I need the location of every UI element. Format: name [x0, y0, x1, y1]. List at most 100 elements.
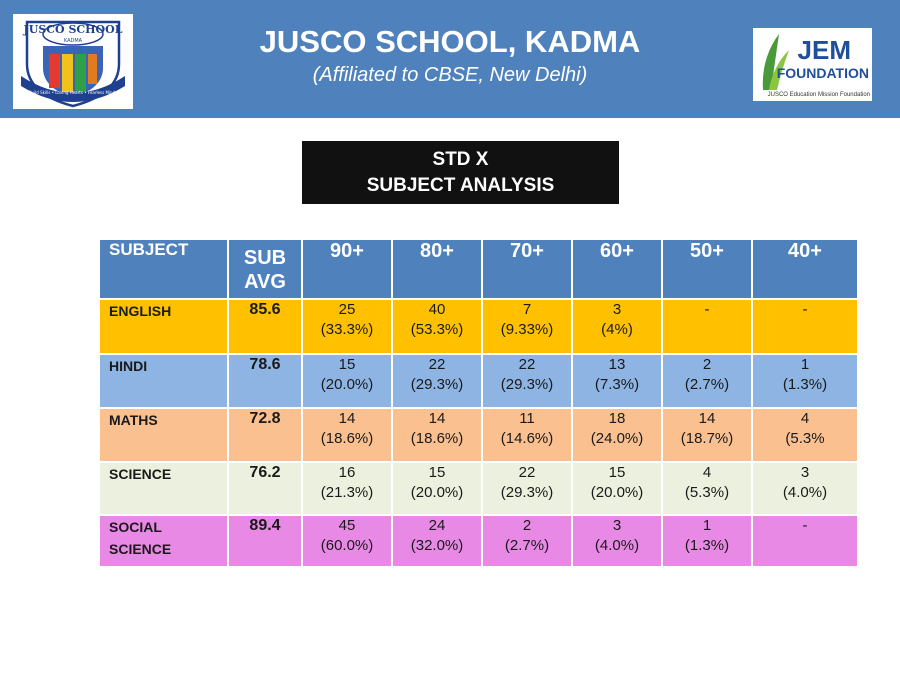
row-subject-line1: SOCIAL [109, 519, 162, 535]
cell-count: 40 [428, 301, 446, 318]
row-subject: ENGLISH [98, 298, 229, 355]
header-sub-avg: SUB AVG [227, 238, 303, 300]
cell-count: 2 [522, 517, 532, 534]
cell-pct: (53.3%) [410, 321, 464, 338]
row-subject: HINDI [98, 353, 229, 409]
cell-pct: (24.0%) [590, 430, 644, 447]
cell-count: 22 [518, 356, 536, 373]
cell-80: 22 (29.3%) [391, 353, 483, 409]
school-title: JUSCO SCHOOL, KADMA [259, 24, 641, 59]
subject-analysis-table: SUBJECT SUB AVG 90+ 80+ 70+ 60+ 50+ 40+ E… [98, 238, 859, 568]
cell-count: 22 [428, 356, 446, 373]
cell-40: - [751, 514, 859, 568]
cell-pct: (4%) [601, 321, 633, 338]
cell-70: 2 (2.7%) [481, 514, 573, 568]
cell-pct: (5.3% [785, 430, 825, 447]
row-avg: 76.2 [227, 461, 303, 516]
cell-90: 14 (18.6%) [301, 407, 393, 463]
cell-count: 14 [338, 410, 356, 427]
cell-count: 14 [428, 410, 446, 427]
row-avg: 85.6 [227, 298, 303, 355]
cell-60: 15 (20.0%) [571, 461, 663, 516]
cell-count: 3 [612, 301, 622, 318]
std-banner: STD X SUBJECT ANALYSIS [302, 141, 619, 204]
cell-40: 1 (1.3%) [751, 353, 859, 409]
cell-50: 1 (1.3%) [661, 514, 753, 568]
cell-pct: (33.3%) [320, 321, 374, 338]
cell-count: 45 [338, 517, 356, 534]
cell-60: 18 (24.0%) [571, 407, 663, 463]
header-avg-line1: SUB [243, 247, 287, 269]
cell-pct: (29.3%) [500, 484, 554, 501]
cell-pct: (21.3%) [320, 484, 374, 501]
cell-count: 25 [338, 301, 356, 318]
cell-90: 16 (21.3%) [301, 461, 393, 516]
cell-count: 2 [702, 356, 712, 373]
header-bar: JUSCO SCHOOL KADMA Build Skills • Loving… [0, 0, 900, 118]
header-avg-line2: AVG [244, 271, 286, 293]
cell-pct: (18.7%) [680, 430, 734, 447]
cell-50: 4 (5.3%) [661, 461, 753, 516]
cell-50: 2 (2.7%) [661, 353, 753, 409]
cell-pct: (20.0%) [410, 484, 464, 501]
cell-80: 15 (20.0%) [391, 461, 483, 516]
banner-line-1: STD X [432, 149, 489, 170]
row-avg: 78.6 [227, 353, 303, 409]
row-avg: 72.8 [227, 407, 303, 463]
cell-pct: (4.0%) [782, 484, 828, 501]
cell-pct: (60.0%) [320, 537, 374, 554]
header-40: 40+ [751, 238, 859, 300]
cell-90: 25 (33.3%) [301, 298, 393, 355]
cell-count: 3 [612, 517, 622, 534]
header-80: 80+ [391, 238, 483, 300]
cell-50: - [661, 298, 753, 355]
cell-pct: (7.3%) [594, 376, 640, 393]
cell-pct: (5.3%) [684, 484, 730, 501]
header-subject: SUBJECT [98, 238, 229, 300]
cell-count: 3 [800, 464, 810, 481]
cell-60: 3 (4%) [571, 298, 663, 355]
cell-count: 13 [608, 356, 626, 373]
cell-pct: (18.6%) [320, 430, 374, 447]
table-row: SCIENCE 76.2 16 (21.3%) 15 (20.0%) 22 (29.3… [98, 461, 859, 516]
cell-pct: (20.0%) [590, 484, 644, 501]
table-row: MATHS 72.8 14 (18.6%) 14 (18.6%) 11 (14.6%)… [98, 407, 859, 463]
cell-80: 24 (32.0%) [391, 514, 483, 568]
cell-40: 3 (4.0%) [751, 461, 859, 516]
cell-pct: (2.7%) [684, 376, 730, 393]
table-row: HINDI 78.6 15 (20.0%) 22 (29.3%) 22 (29.3%)… [98, 353, 859, 409]
cell-pct: (1.3%) [782, 376, 828, 393]
cell-count: 24 [428, 517, 446, 534]
cell-pct: (29.3%) [410, 376, 464, 393]
cell-pct: (9.33%) [500, 321, 554, 338]
cell-pct: (29.3%) [500, 376, 554, 393]
cell-pct: (20.0%) [320, 376, 374, 393]
header-60: 60+ [571, 238, 663, 300]
cell-90: 45 (60.0%) [301, 514, 393, 568]
cell-80: 40 (53.3%) [391, 298, 483, 355]
cell-60: 3 (4.0%) [571, 514, 663, 568]
header-90: 90+ [301, 238, 393, 300]
cell-count: 22 [518, 464, 536, 481]
cell-count: 15 [608, 464, 626, 481]
cell-count: 18 [608, 410, 626, 427]
logo-school-name: JUSCO SCHOOL [23, 23, 123, 36]
cell-count: 4 [800, 410, 810, 427]
leaf-icon: JEM FOUNDATION JUSCO Education Mission F… [762, 34, 870, 98]
cell-count: 4 [702, 464, 712, 481]
table-header-row: SUBJECT SUB AVG 90+ 80+ 70+ 60+ 50+ 40+ [98, 238, 859, 300]
row-avg: 89.4 [227, 514, 303, 568]
header-50: 50+ [661, 238, 753, 300]
cell-pct: (1.3%) [684, 537, 730, 554]
cell-70: 22 (29.3%) [481, 353, 573, 409]
cell-40: - [751, 298, 859, 355]
cell-count: - [704, 301, 710, 318]
foundation-full-name: JUSCO Education Mission Foundation [768, 92, 870, 98]
cell-pct: (2.7%) [504, 537, 550, 554]
cell-count: 1 [800, 356, 810, 373]
header-70: 70+ [481, 238, 573, 300]
banner-line-2: SUBJECT ANALYSIS [366, 175, 555, 196]
logo-school-small: KADMA [64, 38, 83, 44]
cell-count: 11 [519, 410, 535, 427]
cell-70: 7 (9.33%) [481, 298, 573, 355]
